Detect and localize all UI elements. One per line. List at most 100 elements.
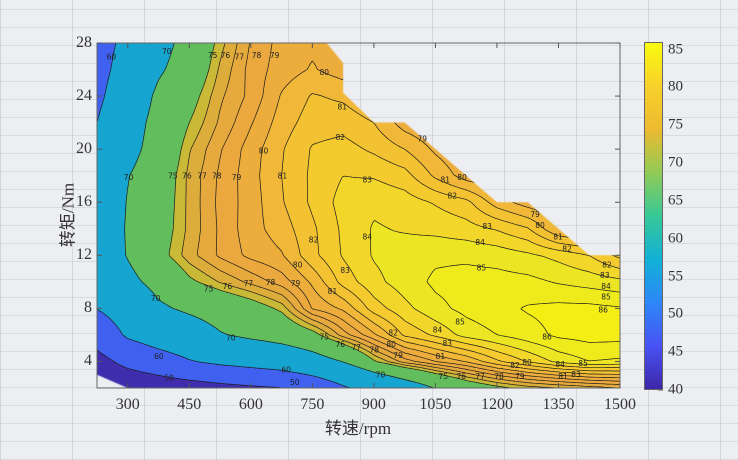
colorbar-tick-label: 80 (668, 78, 683, 95)
axes-box (96, 42, 621, 389)
contour-line-77 (196, 43, 620, 388)
contour-label: 85 (477, 263, 487, 272)
contour-label: 79 (393, 351, 403, 360)
colorbar (644, 42, 663, 390)
contour-label: 81 (278, 172, 288, 181)
x-tick-label: 750 (300, 396, 325, 413)
colorbar-tick-label: 70 (668, 154, 683, 171)
contour-label: 60 (281, 365, 291, 374)
contour-label: 79 (418, 135, 428, 144)
contour-label: 75 (168, 172, 178, 181)
y-tick-label: 28 (76, 34, 92, 51)
contour-label: 84 (601, 282, 611, 291)
contour-label: 82 (562, 245, 572, 254)
contour-label: 79 (270, 51, 280, 60)
colorbar-tick-label: 55 (668, 268, 683, 285)
contour-label: 80 (535, 221, 545, 230)
contour-label: 81 (558, 372, 568, 381)
contour-label: 70 (376, 371, 386, 380)
x-tick-label: 600 (238, 396, 263, 413)
contour-label: 86 (542, 332, 552, 341)
contour-label: 79 (515, 372, 525, 381)
contour-label: 81 (328, 287, 338, 296)
y-tick-label: 12 (76, 246, 92, 264)
y-axis-label: 转矩/Nm (58, 182, 78, 248)
contour-line-84 (370, 220, 620, 365)
axis-ticks (97, 42, 663, 391)
contour-label: 79 (291, 279, 301, 288)
contour-label: 80 (319, 68, 329, 77)
contour-label: 76 (182, 172, 192, 181)
contour-label: 80 (457, 173, 467, 182)
contour-label: 70 (226, 334, 236, 343)
contour-line-50 (97, 349, 284, 388)
contour-label: 77 (244, 279, 254, 288)
contour-label: 81 (440, 176, 450, 185)
colorbar-tick-label: 45 (668, 343, 683, 360)
contour-label: 83 (363, 176, 373, 185)
contour-label: 82 (602, 261, 612, 270)
colorbar-tick-label: 85 (668, 41, 683, 58)
x-tick-label: 450 (177, 396, 202, 413)
contour-label: 50 (290, 378, 300, 387)
x-tick-label: 900 (361, 396, 386, 413)
contour-label: 78 (494, 372, 504, 381)
contour-line-79 (237, 43, 620, 382)
contour-line-85 (426, 263, 620, 362)
contour-label: 60 (107, 52, 117, 61)
contour-line-81 (281, 93, 620, 375)
contour-label: 78 (370, 346, 380, 355)
contour-label: 82 (447, 192, 457, 201)
contour-label: 84 (363, 233, 373, 242)
contour-label: 78 (266, 278, 276, 287)
contour-label: 70 (151, 294, 161, 303)
colorbar-tick-label: 40 (668, 381, 683, 398)
colorbar-tick-label: 50 (668, 305, 683, 322)
contour-line-70 (124, 43, 434, 388)
contour-label: 76 (456, 372, 466, 381)
contour-label: 82 (335, 133, 345, 142)
contour-label: 83 (340, 266, 350, 275)
x-tick-label: 300 (115, 396, 140, 413)
colorbar-tick-label: 65 (668, 192, 683, 209)
contour-label: 80 (259, 146, 269, 155)
contour-label: 79 (530, 210, 540, 219)
contour-label: 76 (223, 282, 233, 291)
contour-label: 75 (319, 332, 329, 341)
contour-label: 70 (124, 173, 134, 182)
x-tick-label: 1050 (419, 396, 452, 413)
contour-label: 75 (204, 284, 214, 293)
contour-label: 85 (578, 359, 588, 368)
contour-label: 85 (601, 292, 611, 301)
y-tick-label: 16 (76, 193, 92, 211)
x-tick-label: 1350 (542, 396, 575, 413)
contour-label: 84 (555, 360, 565, 369)
contour-label: 60 (154, 352, 164, 361)
y-tick-label: 24 (76, 87, 92, 105)
contour-fill (97, 43, 620, 388)
contour-label: 79 (232, 173, 242, 182)
x-tick-label: 1200 (480, 396, 513, 413)
contour-line-83 (332, 175, 620, 369)
contour-label: 83 (600, 271, 610, 280)
contour-label: 78 (252, 51, 262, 60)
colorbar-tick-label: 75 (668, 116, 683, 133)
contour-label: 86 (598, 306, 608, 315)
contour-label: 83 (571, 370, 581, 379)
contour-label: 77 (235, 52, 245, 61)
contour-label: 81 (436, 352, 446, 361)
contour-lines (97, 43, 620, 388)
contour-label: 85 (455, 318, 465, 327)
contour-label: 70 (162, 47, 172, 56)
contour-label: 75 (208, 51, 218, 60)
y-tick-label: 20 (76, 140, 92, 158)
contour-line-76 (181, 43, 559, 388)
contour-label: 80 (386, 340, 396, 349)
contour-line-82 (306, 135, 620, 372)
contour-label: 76 (335, 340, 345, 349)
y-tick-label: 8 (84, 299, 92, 317)
contour-label: 84 (433, 326, 443, 335)
x-tick-label: 1500 (604, 396, 636, 413)
